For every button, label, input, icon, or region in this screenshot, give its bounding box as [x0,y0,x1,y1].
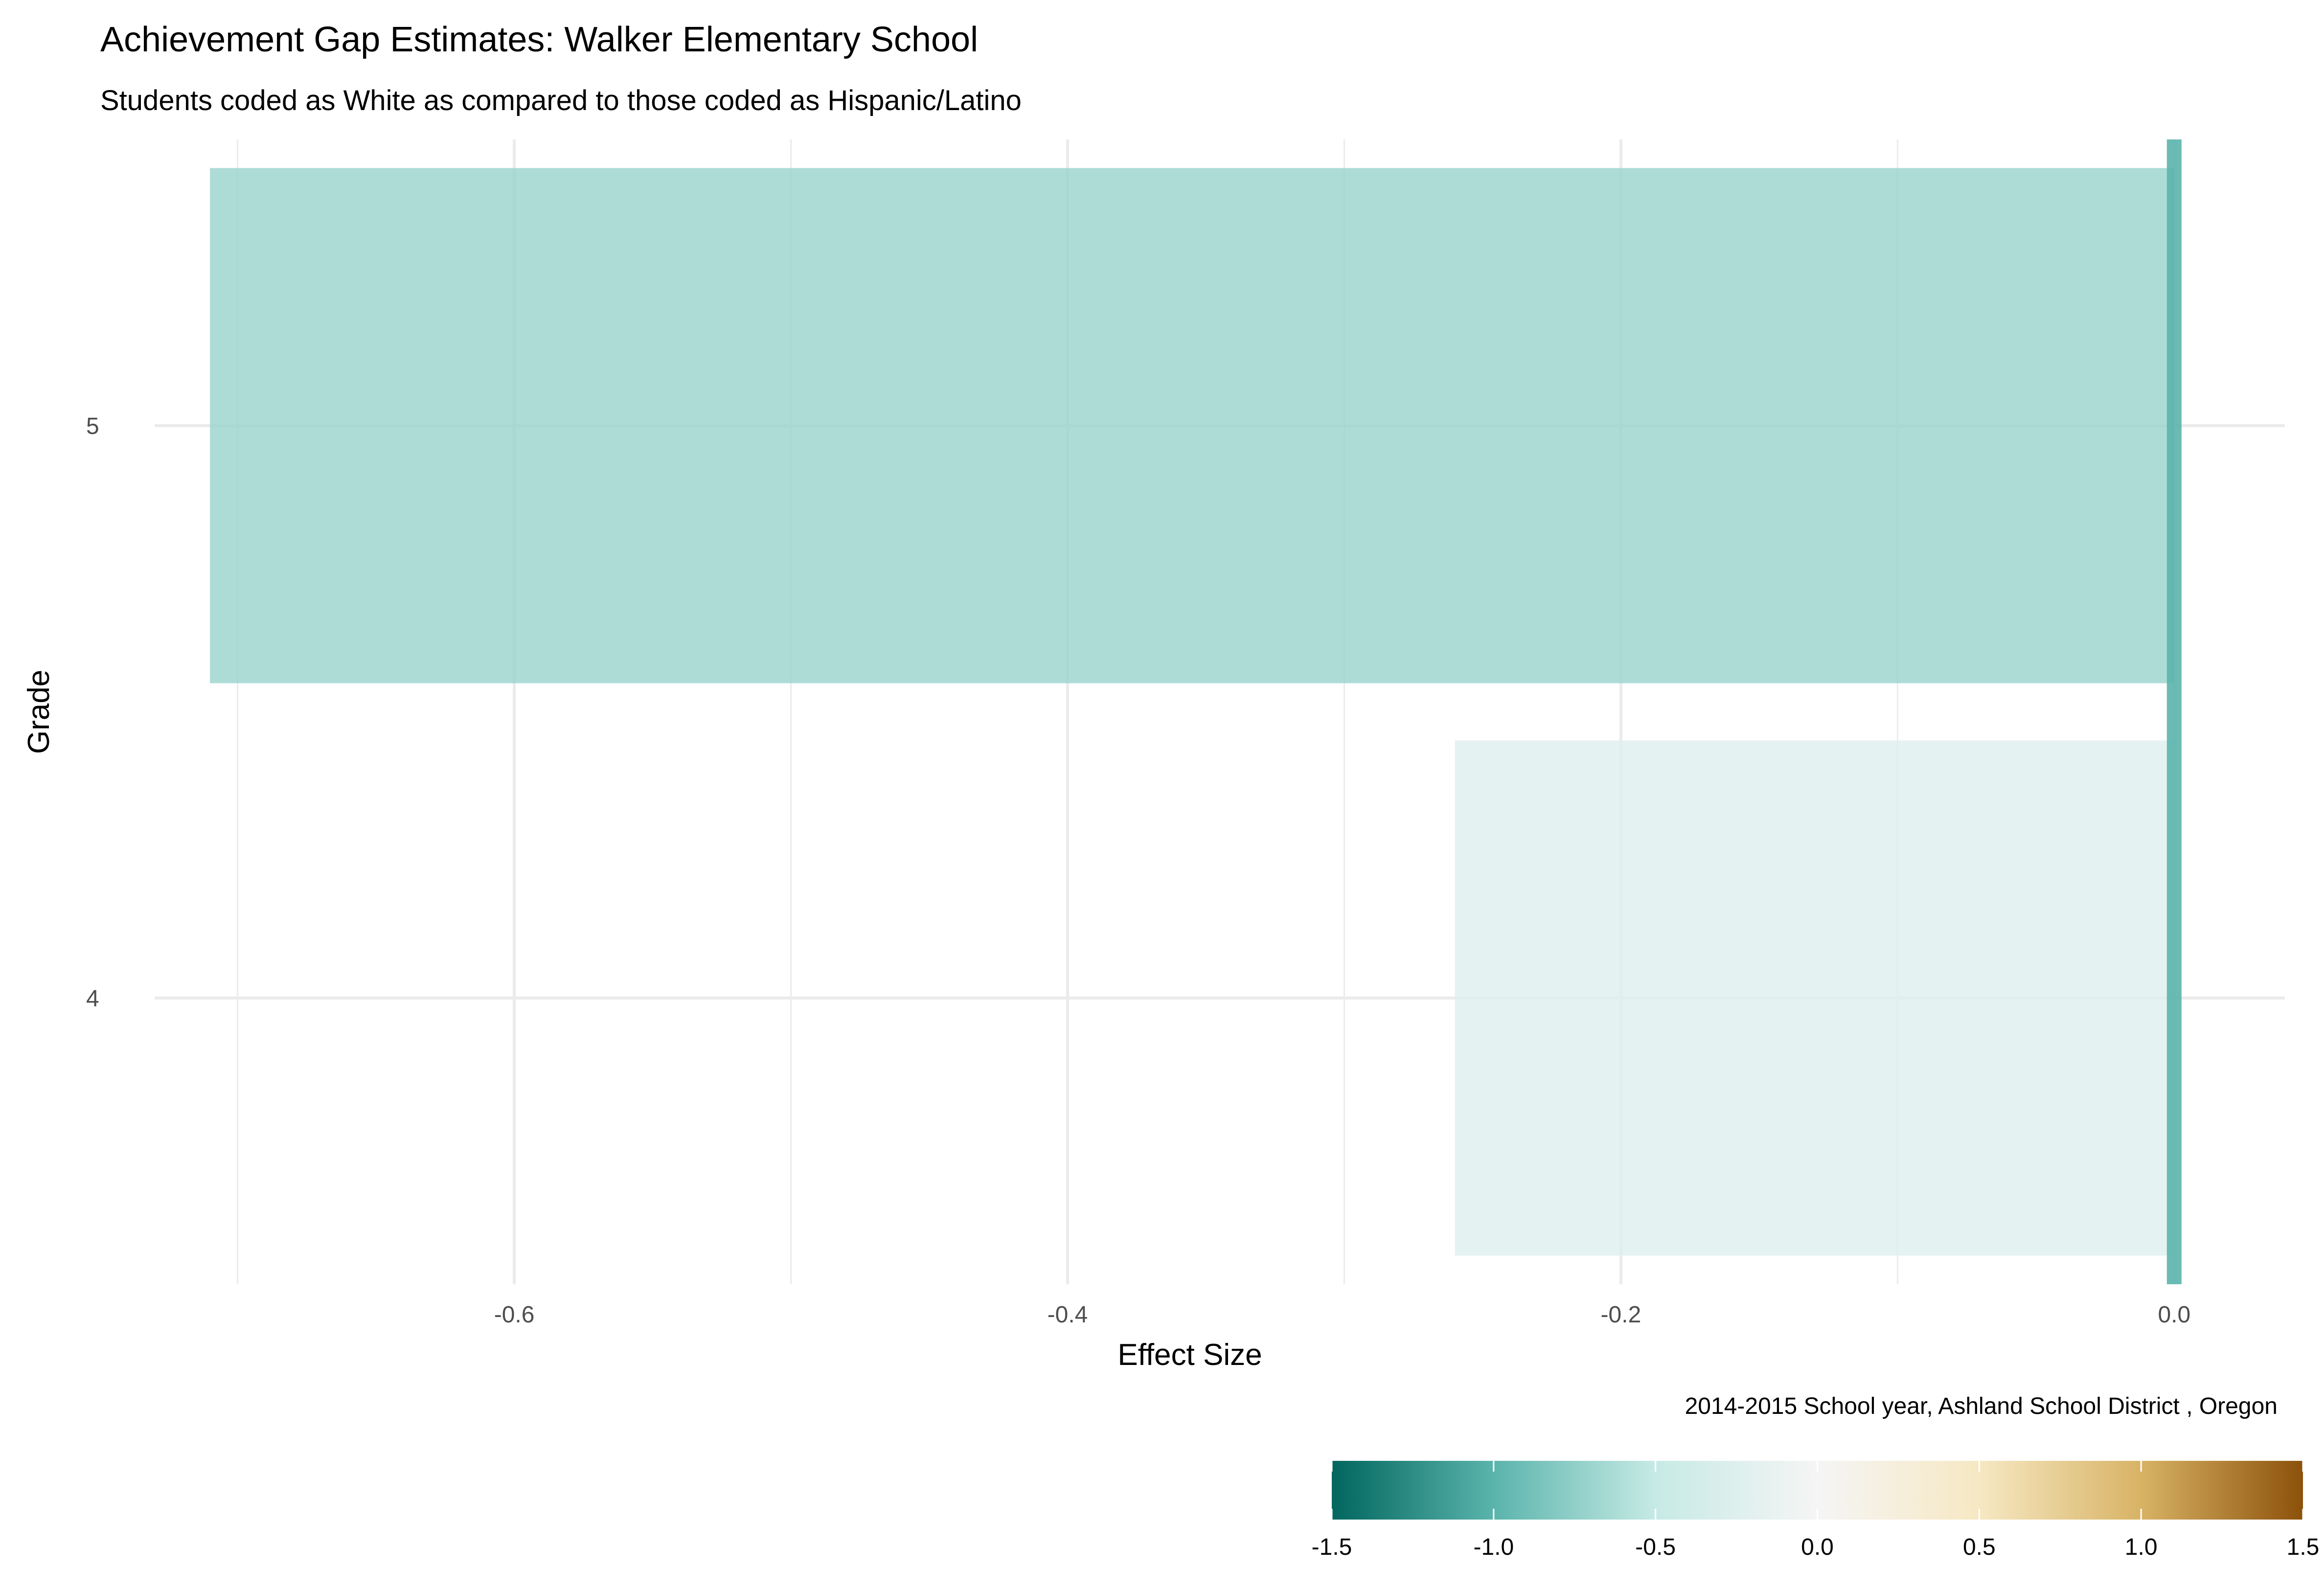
colorbar-tick-label: -0.5 [1635,1534,1676,1560]
colorbar-tick-label: 1.0 [2125,1534,2158,1560]
chart-caption: 2014-2015 School year, Ashland School Di… [1685,1393,2278,1419]
x-tick-label: -0.2 [1601,1302,1641,1328]
colorbar-tick-label: -1.5 [1312,1534,1352,1560]
bars [210,168,2174,1256]
x-axis-title: Effect Size [1117,1338,1262,1372]
colorbar-ticks: -1.5 -1.0 -0.5 0.0 0.5 1.0 1.5 [1312,1461,2320,1560]
colorbar-tick-label: 1.5 [2287,1534,2320,1560]
y-axis-title: Grade [22,670,56,754]
y-tick-label: 4 [86,986,99,1012]
x-tick-label: -0.6 [494,1302,535,1328]
x-tick-label: 0.0 [2158,1302,2190,1328]
colorbar-legend: -1.5 -1.0 -0.5 0.0 0.5 1.0 1.5 [1312,1461,2320,1560]
x-tick-label: -0.4 [1048,1302,1088,1328]
colorbar-tick-label: -1.0 [1473,1534,1514,1560]
y-axis-ticks: 45 [86,413,99,1012]
chart-title: Achievement Gap Estimates: Walker Elemen… [100,20,978,59]
x-axis-ticks: -0.6 -0.4 -0.2 0.0 [494,1302,2190,1328]
bar-grade-5 [210,168,2174,683]
chart-subtitle: Students coded as White as compared to t… [100,85,1022,116]
colorbar-tick-label: 0.5 [1963,1534,1996,1560]
y-tick-label: 5 [86,413,99,439]
colorbar-tick-label: 0.0 [1801,1534,1834,1560]
bar-grade-4 [1455,740,2174,1256]
